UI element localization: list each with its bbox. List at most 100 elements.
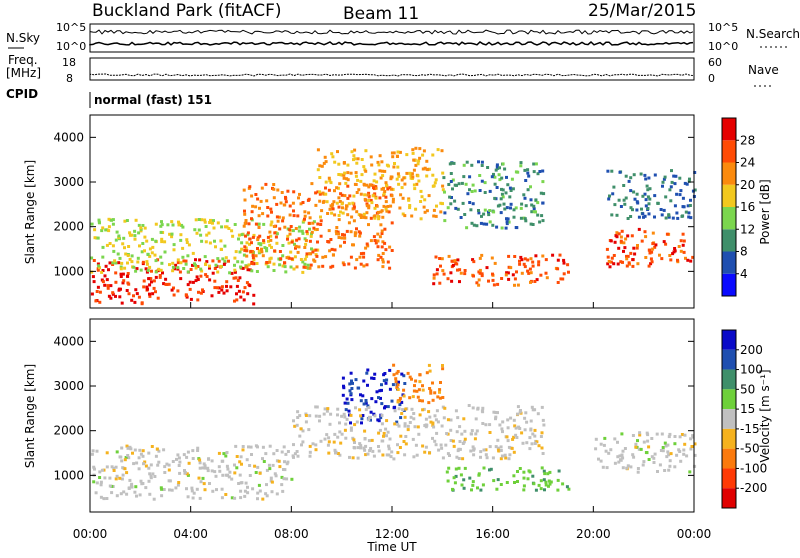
echo-cell [376,214,380,218]
echo-cell [225,464,229,468]
echo-cell [219,265,223,268]
echo-cell [287,256,291,260]
echo-cell [419,189,423,193]
echo-cell [254,222,258,226]
echo-cell [203,466,207,470]
echo-cell [459,473,463,477]
echo-cell [154,222,158,226]
echo-cell [367,223,370,227]
echo-cell [400,400,404,404]
echo-cell [390,249,394,252]
echo-cell [235,455,239,458]
echo-cell [650,250,654,254]
echo-cell [252,233,256,237]
echo-cell [493,182,497,186]
echo-cell [423,450,427,454]
echo-cell [304,266,308,269]
echo-cell [246,268,250,272]
echo-cell [676,258,679,262]
echo-cell [107,225,111,229]
echo-cell [636,470,640,474]
echo-cell [196,449,200,452]
echo-cell [94,299,98,303]
echo-cell [250,194,254,198]
echo-cell [434,443,438,447]
echo-cell [195,487,199,491]
echo-cell [403,453,407,457]
echo-cell [519,409,522,412]
echo-cell [231,234,235,238]
echo-cell [449,202,453,206]
echo-cell [153,253,157,257]
echo-cell [201,290,205,293]
echo-cell [507,445,511,449]
echo-cell [422,205,426,209]
echo-cell [504,273,508,277]
echo-cell [308,239,312,243]
echo-cell [680,214,684,218]
echo-cell [406,428,410,432]
colorbar-segment [722,389,736,410]
echo-cell [360,173,364,177]
echo-cell [477,211,481,215]
echo-cell [418,147,422,151]
echo-cell [179,238,183,242]
echo-cell [233,270,237,274]
echo-cell [273,231,277,235]
echo-cell [359,393,362,397]
echo-cell [254,254,258,258]
echo-cell [342,412,346,416]
echo-cell [167,282,171,286]
echo-cell [233,268,237,272]
echo-cell [319,219,323,223]
echo-cell [243,198,247,202]
colorbar-segment [722,140,736,163]
echo-cell [104,264,108,268]
echo-cell [341,211,345,215]
colorbar-frame [721,329,737,509]
echo-cell [385,453,389,457]
noise-right-tick-top: 10^5 [708,21,738,34]
echo-cell [619,205,623,208]
echo-cell [380,232,384,235]
echo-cell [362,379,366,383]
echo-cell [504,191,508,195]
echo-cell [406,424,410,428]
echo-cell [599,442,603,446]
echo-cell [396,422,400,426]
echo-cell [613,203,617,207]
echo-cell [557,469,561,473]
echo-cell [315,405,319,409]
echo-cell [435,272,439,276]
echo-cell [544,271,548,275]
echo-cell [153,475,157,478]
echo-cell [424,423,428,427]
echo-cell [653,452,657,456]
echo-cell [631,258,635,262]
echo-cell [243,222,247,225]
echo-cell [470,221,474,225]
echo-cell [606,262,610,266]
echo-cell [531,264,535,268]
echo-cell [522,193,526,197]
echo-cell [101,245,105,249]
echo-cell [167,479,171,483]
echo-cell [273,472,277,476]
echo-cell [119,267,123,271]
echo-cell [629,189,633,193]
echo-cell [647,264,651,268]
echo-cell [303,262,307,266]
echo-cell [529,257,533,261]
echo-cell [201,466,205,470]
echo-cell [340,202,344,206]
echo-cell [476,486,479,490]
echo-cell [405,153,409,157]
echo-cell [304,242,308,246]
echo-cell [689,198,692,202]
echo-cell [243,494,247,498]
echo-cell [345,177,349,181]
echo-cell [143,226,147,230]
echo-cell [182,453,186,457]
echo-cell [168,232,172,236]
echo-cell [559,277,563,281]
